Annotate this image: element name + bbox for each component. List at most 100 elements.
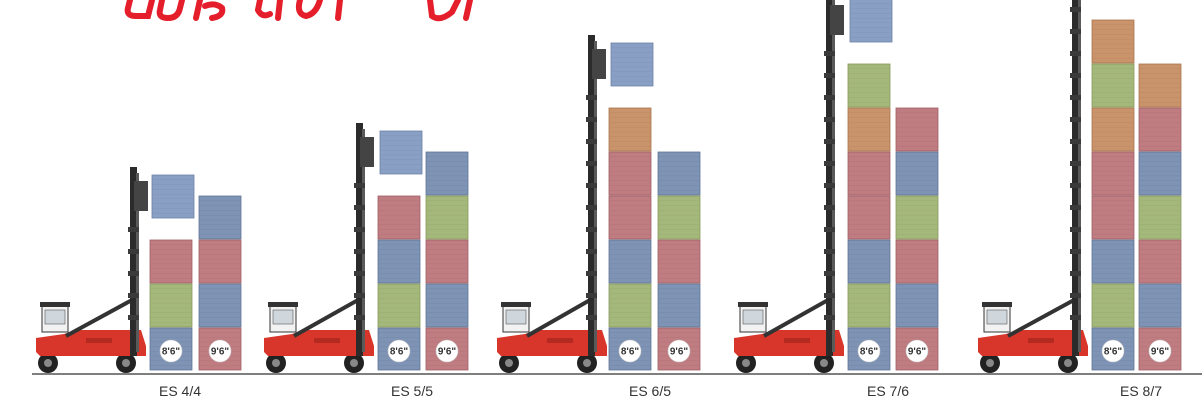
mast-bracket (1070, 293, 1081, 298)
mast-bracket (354, 205, 365, 210)
height-badge-8-6: 8'6" (1104, 347, 1123, 358)
mast-bracket (824, 271, 835, 276)
cab-window (742, 309, 764, 325)
mast-bracket (824, 183, 835, 188)
right-stack-container (895, 195, 939, 240)
height-badge-9-6: 9'6" (1151, 347, 1170, 358)
height-badge-9-6: 9'6" (438, 347, 457, 358)
mast-bracket (354, 293, 365, 298)
height-badge-9-6-circle (208, 339, 232, 363)
cab-roof (501, 302, 531, 307)
cab-window (44, 309, 66, 325)
mast-bracket (1070, 73, 1081, 78)
spreader (592, 49, 606, 79)
left-stack-container (847, 195, 891, 240)
cab-roof (982, 302, 1012, 307)
left-stack-container (377, 239, 421, 284)
truck-stripe (784, 338, 810, 343)
left-stack-container (608, 107, 652, 152)
left-stack-container (377, 195, 421, 240)
right-stack-container (1138, 283, 1182, 328)
mast-bracket (128, 315, 139, 320)
mast-bracket (586, 227, 597, 232)
mast-bracket (586, 293, 597, 298)
mast-bracket (824, 95, 835, 100)
mast-bracket (586, 183, 597, 188)
mast-bracket (586, 161, 597, 166)
model-label: ES 7/6 (866, 383, 910, 399)
model-label: ES 6/5 (628, 383, 672, 399)
mast-bracket (1070, 227, 1081, 232)
mast-bracket (824, 139, 835, 144)
truck-stripe (547, 338, 573, 343)
mast-bracket (824, 73, 835, 78)
right-stack-container (425, 239, 469, 284)
left-stack-container (608, 151, 652, 196)
mast-bracket (1070, 29, 1081, 34)
left-stack-container (1091, 19, 1135, 64)
mast-bracket (586, 117, 597, 122)
model-label: ES 5/5 (390, 383, 434, 399)
mast-bracket (824, 315, 835, 320)
height-badge-9-6: 9'6" (908, 347, 927, 358)
mast-bracket (824, 205, 835, 210)
mast-bracket (1070, 95, 1081, 100)
lifted-container (849, 0, 893, 43)
truck-stripe (314, 338, 340, 343)
machine-group-4: 8'6" 9'6" (734, 0, 939, 373)
height-badge-8-6: 8'6" (621, 347, 640, 358)
right-stack-container (895, 107, 939, 152)
model-label: ES 4/4 (158, 383, 202, 399)
mast-bracket (586, 271, 597, 276)
right-stack-container (1138, 151, 1182, 196)
height-badge-9-6: 9'6" (670, 347, 689, 358)
right-stack-container (425, 195, 469, 240)
right-stack-container (895, 239, 939, 284)
left-stack-container (1091, 195, 1135, 240)
truck-mast (356, 123, 363, 356)
height-badge-8-6: 8'6" (860, 347, 879, 358)
truck-mast (130, 167, 137, 356)
mast-rail (832, 0, 835, 352)
right-stack-container (425, 283, 469, 328)
height-badge-8-6-circle (387, 339, 411, 363)
front-wheel-hub (820, 359, 828, 367)
mast-bracket (824, 117, 835, 122)
front-wheel-hub (1064, 359, 1072, 367)
mast-bracket (1070, 51, 1081, 56)
mast-bracket (354, 227, 365, 232)
spreader (134, 181, 148, 211)
height-badge-9-6-circle (667, 339, 691, 363)
right-stack-container (895, 151, 939, 196)
left-stack-container (377, 283, 421, 328)
left-stack-container (608, 195, 652, 240)
mast-bracket (1070, 183, 1081, 188)
height-badge-9-6: 9'6" (211, 347, 230, 358)
left-stack-container (1091, 283, 1135, 328)
mast-bracket (354, 271, 365, 276)
left-stack-container (847, 151, 891, 196)
rear-wheel-hub (505, 359, 513, 367)
lifted-container (610, 42, 654, 87)
left-stack-container (149, 239, 193, 284)
mast-bracket (1070, 117, 1081, 122)
mast-bracket (1070, 205, 1081, 210)
mast-bracket (1070, 161, 1081, 166)
lifted-container (151, 174, 195, 219)
left-stack-container (847, 283, 891, 328)
mast-bracket (1070, 7, 1081, 12)
spreader (830, 5, 844, 35)
left-stack-container (1091, 63, 1135, 108)
right-stack-container (198, 283, 242, 328)
lifted-container (379, 130, 423, 175)
right-stack-container (198, 239, 242, 284)
mast-rail (362, 129, 365, 352)
mast-bracket (824, 249, 835, 254)
left-stack-container (847, 239, 891, 284)
mast-bracket (824, 161, 835, 166)
mast-bracket (1070, 249, 1081, 254)
right-stack-container (1138, 63, 1182, 108)
height-badge-8-6-circle (1101, 339, 1125, 363)
mast-rail (1078, 0, 1081, 352)
